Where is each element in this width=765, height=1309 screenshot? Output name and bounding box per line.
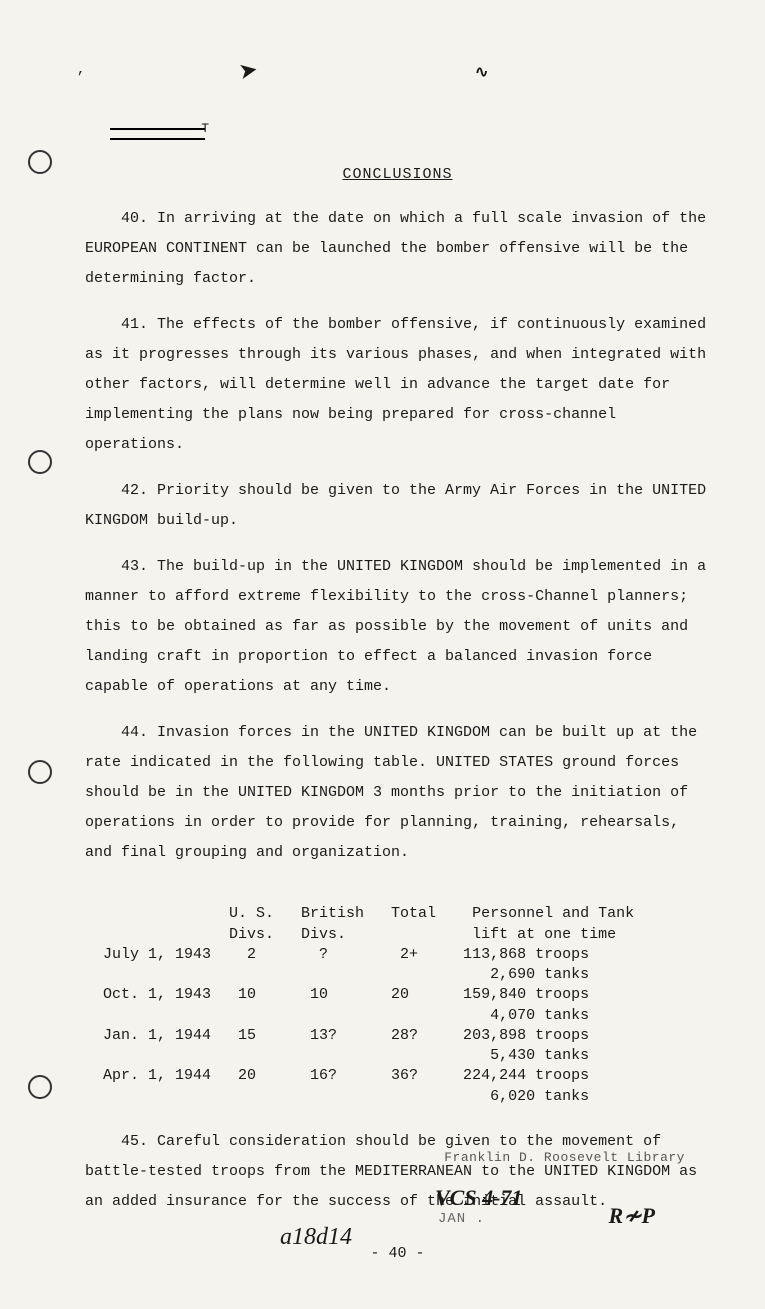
paragraph-41: 41. The effects of the bomber offensive,… bbox=[85, 310, 710, 460]
document-page: CONCLUSIONS 40. In arriving at the date … bbox=[0, 0, 765, 1309]
table-header-1: U. S. British Total Personnel and Tank bbox=[85, 905, 634, 922]
paragraph-44: 44. Invasion forces in the UNITED KINGDO… bbox=[85, 718, 710, 868]
table-row: 6,020 tanks bbox=[85, 1088, 589, 1105]
table-row: 5,430 tanks bbox=[85, 1047, 589, 1064]
annotation-a18d14: a18d14 bbox=[280, 1224, 352, 1251]
table-row: July 1, 1943 2 ? 2+ 113,868 troops bbox=[85, 946, 589, 963]
annotation-library-stamp: Franklin D. Roosevelt Library bbox=[444, 1150, 685, 1165]
paragraph-42: 42. Priority should be given to the Army… bbox=[85, 476, 710, 536]
paragraph-40: 40. In arriving at the date on which a f… bbox=[85, 204, 710, 294]
annotation-vcs: VCS 4-71 bbox=[435, 1185, 522, 1211]
page-number: - 40 - bbox=[85, 1239, 710, 1269]
buildup-table: U. S. British Total Personnel and Tank D… bbox=[85, 884, 710, 1107]
table-row: Apr. 1, 1944 20 16? 36? 224,244 troops bbox=[85, 1067, 589, 1084]
table-header-2: Divs. Divs. lift at one time bbox=[85, 926, 616, 943]
annotation-rsp: R≁P bbox=[608, 1203, 655, 1229]
table-row: 2,690 tanks bbox=[85, 966, 589, 983]
table-row: 4,070 tanks bbox=[85, 1007, 589, 1024]
annotation-jan: JAN . bbox=[438, 1211, 485, 1227]
table-row: Oct. 1, 1943 10 10 20 159,840 troops bbox=[85, 986, 589, 1003]
paragraph-43: 43. The build-up in the UNITED KINGDOM s… bbox=[85, 552, 710, 702]
section-title: CONCLUSIONS bbox=[85, 160, 710, 190]
table-row: Jan. 1, 1944 15 13? 28? 203,898 troops bbox=[85, 1027, 589, 1044]
